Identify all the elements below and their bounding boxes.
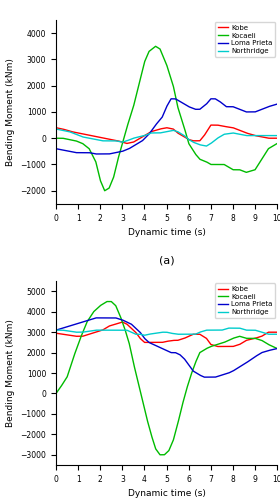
Kobe (125, 140, 129, 146)
Northridge (269, 132, 272, 138)
Kocaeli (276, 346, 279, 352)
Loma Prieta (169, 96, 173, 102)
Loma Prieta (94, 151, 97, 157)
Loma Prieta (229, 369, 232, 375)
Kocaeli (162, 452, 165, 458)
Loma Prieta (269, 103, 272, 109)
Loma Prieta (162, 346, 165, 352)
Northridge (54, 327, 58, 333)
Loma Prieta (269, 347, 273, 353)
Kobe (121, 319, 124, 325)
Kocaeli (103, 188, 106, 194)
X-axis label: Dynamic time (s): Dynamic time (s) (128, 490, 206, 498)
Y-axis label: Bending Moment (kNm): Bending Moment (kNm) (6, 319, 15, 427)
Northridge (276, 132, 279, 138)
Kocaeli (276, 140, 279, 146)
Northridge (229, 325, 232, 331)
Kocaeli (269, 144, 273, 150)
Loma Prieta (203, 374, 206, 380)
Text: (a): (a) (159, 256, 174, 266)
Kocaeli (269, 144, 272, 150)
Northridge (143, 332, 146, 338)
Kobe (269, 329, 272, 335)
Line: Kobe: Kobe (56, 125, 277, 144)
Kocaeli (66, 374, 69, 380)
Northridge (66, 328, 69, 334)
Line: Kobe: Kobe (56, 322, 277, 346)
Kobe (229, 344, 232, 349)
Northridge (205, 143, 208, 149)
Loma Prieta (229, 104, 232, 110)
Kobe (216, 344, 219, 349)
Loma Prieta (66, 324, 69, 330)
X-axis label: Dynamic time (s): Dynamic time (s) (128, 228, 206, 237)
Kocaeli (54, 390, 58, 396)
Northridge (269, 331, 273, 337)
Northridge (54, 126, 58, 132)
Northridge (156, 130, 159, 136)
Kocaeli (105, 298, 109, 304)
Kobe (54, 330, 58, 336)
Loma Prieta (156, 120, 160, 126)
Kocaeli (229, 336, 232, 342)
Kobe (156, 340, 160, 345)
Line: Northridge: Northridge (56, 129, 277, 146)
Kocaeli (156, 44, 160, 51)
Kobe (276, 135, 279, 141)
Kobe (269, 135, 272, 141)
Loma Prieta (276, 346, 279, 352)
Northridge (162, 329, 165, 335)
Northridge (269, 331, 272, 337)
Line: Loma Prieta: Loma Prieta (56, 99, 277, 154)
Loma Prieta (94, 315, 97, 321)
Loma Prieta (269, 103, 273, 109)
Northridge (156, 330, 160, 336)
Kobe (229, 124, 232, 130)
Loma Prieta (156, 344, 160, 349)
Loma Prieta (54, 327, 58, 333)
Kocaeli (269, 342, 273, 348)
Kocaeli (156, 449, 160, 455)
Northridge (276, 331, 279, 337)
Kocaeli (162, 55, 165, 61)
Legend: Kobe, Kocaeli, Loma Prieta, Northridge: Kobe, Kocaeli, Loma Prieta, Northridge (215, 22, 275, 57)
Legend: Kobe, Kocaeli, Loma Prieta, Northridge: Kobe, Kocaeli, Loma Prieta, Northridge (215, 283, 275, 318)
Line: Northridge: Northridge (56, 328, 277, 335)
Loma Prieta (276, 101, 279, 107)
Kobe (156, 126, 160, 132)
Northridge (66, 128, 69, 134)
Kobe (66, 128, 69, 134)
Northridge (227, 325, 230, 331)
Kobe (269, 329, 273, 335)
Northridge (269, 132, 272, 138)
Line: Kocaeli: Kocaeli (56, 302, 277, 455)
Kobe (209, 122, 213, 128)
Northridge (228, 130, 232, 136)
Kobe (276, 329, 279, 335)
Kobe (54, 124, 58, 130)
Kocaeli (54, 135, 58, 141)
Kobe (162, 339, 165, 345)
Kocaeli (154, 44, 157, 50)
Kobe (66, 332, 69, 338)
Loma Prieta (269, 347, 272, 353)
Kobe (162, 126, 165, 132)
Loma Prieta (54, 146, 58, 152)
Northridge (162, 129, 165, 135)
Kocaeli (269, 342, 272, 348)
Line: Loma Prieta: Loma Prieta (56, 318, 277, 377)
Kocaeli (158, 452, 162, 458)
Line: Kocaeli: Kocaeli (56, 46, 277, 191)
Y-axis label: Bending Moment (kNm): Bending Moment (kNm) (6, 58, 15, 166)
Loma Prieta (66, 148, 69, 154)
Kobe (269, 135, 273, 141)
Kocaeli (229, 165, 232, 171)
Loma Prieta (162, 110, 165, 116)
Kocaeli (66, 136, 69, 142)
